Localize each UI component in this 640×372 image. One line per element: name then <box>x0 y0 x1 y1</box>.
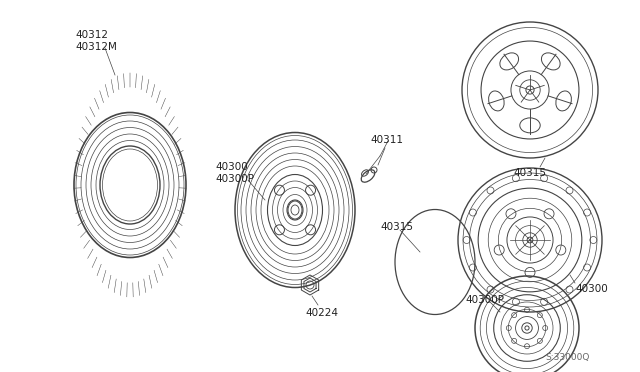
Text: 40300P: 40300P <box>465 295 504 305</box>
Text: 40315: 40315 <box>380 222 413 232</box>
Text: 40224: 40224 <box>305 308 338 318</box>
Text: 40312M: 40312M <box>75 42 117 52</box>
Text: 40315: 40315 <box>513 168 547 178</box>
Text: 40300: 40300 <box>575 284 608 294</box>
Text: 40300P: 40300P <box>215 174 254 184</box>
Text: 40300: 40300 <box>215 162 248 172</box>
Text: S:33000Q: S:33000Q <box>546 353 590 362</box>
Text: 40311: 40311 <box>370 135 403 145</box>
Text: 40312: 40312 <box>75 30 108 40</box>
